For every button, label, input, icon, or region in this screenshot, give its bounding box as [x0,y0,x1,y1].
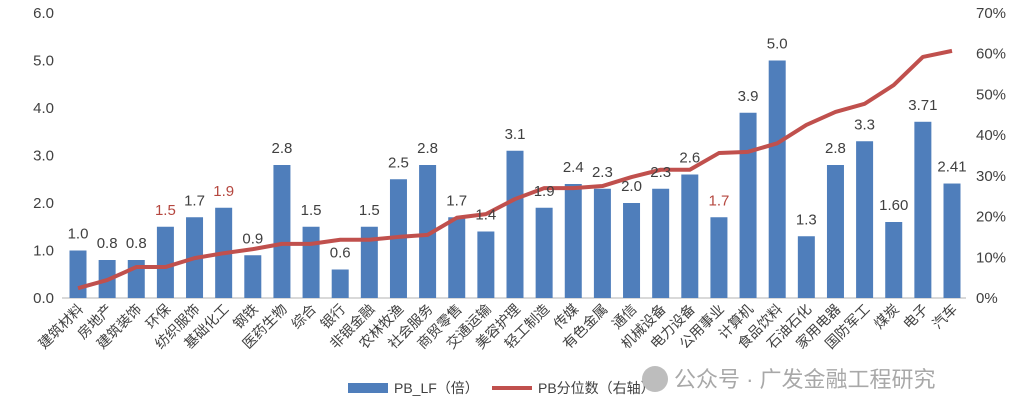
bar-data-label: 1.7 [709,192,730,209]
bar-data-label: 3.9 [738,88,759,105]
x-tick-label: 汽车 [929,301,961,333]
bar [652,188,670,298]
bar [448,217,466,298]
bar-data-label: 1.9 [534,183,555,200]
bar-data-label: 2.4 [563,159,584,176]
bar-data-label: 0.8 [97,235,118,252]
bar [244,255,262,298]
bar-data-label: 0.8 [126,235,147,252]
bar-data-label: 2.8 [825,140,846,157]
bar-data-label: 2.6 [679,150,700,167]
bar [156,226,174,298]
bar [593,188,611,298]
right-tick-label: 30% [976,168,1006,185]
left-tick-label: 1.0 [33,243,54,260]
x-tick-label: 煤炭 [871,302,902,333]
right-tick-label: 50% [976,86,1006,103]
bar [506,150,524,298]
left-tick-label: 3.0 [33,148,54,165]
bar-data-label: 1.5 [301,202,322,219]
bar-data-label: 2.0 [621,178,642,195]
bar-data-label: 2.8 [417,140,438,157]
bar [477,231,495,298]
left-tick-label: 6.0 [33,5,54,22]
bar-data-label: 2.41 [937,159,966,176]
bar-data-label: 1.0 [68,226,89,243]
bar [69,250,87,298]
bar [535,207,553,298]
bar-data-label: 2.3 [650,164,671,181]
bar [710,217,728,298]
wechat-icon [642,366,668,392]
bar [302,226,320,298]
bar [564,184,582,298]
bar [768,60,786,298]
left-tick-label: 0.0 [33,290,54,307]
bar [943,183,961,298]
bar-data-label: 1.5 [359,202,380,219]
x-tick-label: 综合 [289,302,320,333]
right-tick-label: 0% [976,290,998,307]
bar-data-label: 3.3 [854,116,875,133]
bar-data-label: 2.5 [388,154,409,171]
bar [739,112,757,298]
bar [856,141,874,298]
legend-bar-swatch [348,383,388,393]
bar [273,165,291,298]
left-tick-label: 5.0 [33,53,54,70]
right-tick-label: 20% [976,209,1006,226]
bar-data-label: 1.3 [796,211,817,228]
bar-data-label: 1.9 [213,183,234,200]
bar-data-label: 1.5 [155,202,176,219]
left-tick-label: 2.0 [33,195,54,212]
bar-data-label: 1.7 [184,192,205,209]
bar-data-label: 1.60 [879,197,908,214]
bar [360,226,378,298]
watermark-text: 公众号 · 广发金融工程研究 [674,367,936,392]
bar [419,165,437,298]
bar [331,269,349,298]
bar-data-label: 0.9 [242,230,263,247]
bar [681,174,699,298]
bar-data-label: 3.1 [505,126,526,143]
bar [797,236,815,298]
legend-line-label: PB分位数（右轴） [538,380,655,396]
bar-data-label: 5.0 [767,36,788,53]
bar [885,222,903,298]
bar-data-label: 3.71 [908,97,937,114]
bar-data-label: 2.8 [272,140,293,157]
bar [623,203,641,298]
right-tick-label: 70% [976,5,1006,22]
right-tick-label: 60% [976,46,1006,63]
right-tick-label: 10% [976,249,1006,266]
bar-data-label: 1.4 [475,207,496,224]
legend-bar-label: PB_LF（倍） [394,380,479,396]
bar-data-label: 2.3 [592,164,613,181]
right-tick-label: 40% [976,127,1006,144]
bar-data-label: 1.7 [446,192,467,209]
legend: PB_LF（倍） PB分位数（右轴） [348,380,655,396]
x-tick-label: 电子 [901,302,932,333]
bar [914,121,932,299]
watermark: 公众号 · 广发金融工程研究 [642,366,936,392]
left-tick-label: 4.0 [33,100,54,117]
bar-data-label: 0.6 [330,245,351,262]
bar [826,165,844,298]
